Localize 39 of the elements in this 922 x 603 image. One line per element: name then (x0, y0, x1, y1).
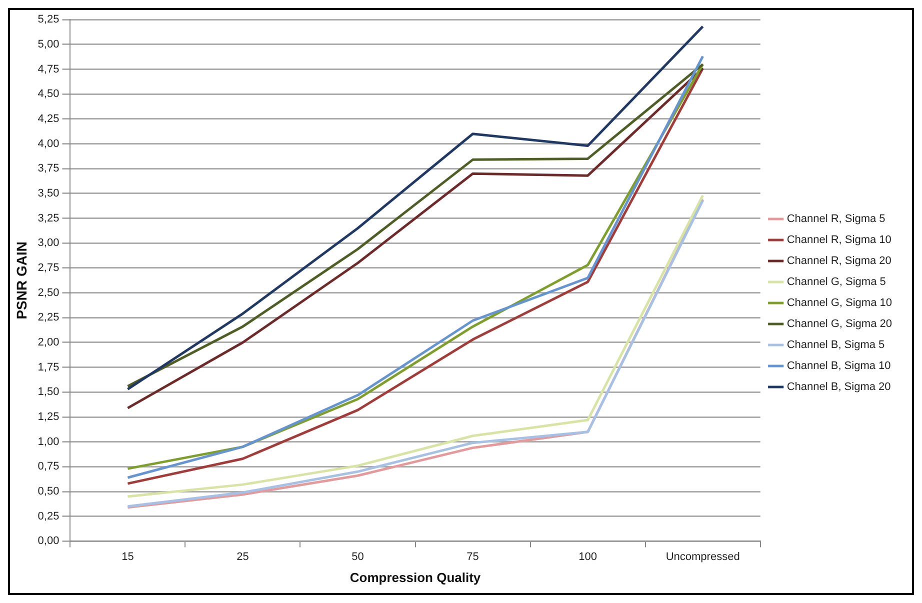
y-axis-title: PSNR GAIN (13, 242, 30, 320)
y-tick-label: 3,50 (38, 188, 60, 200)
y-tick-label: 2,00 (38, 336, 60, 349)
y-tick-label: 4,25 (38, 112, 60, 125)
legend-label: Channel R, Sigma 5 (786, 213, 886, 226)
legend-label: Channel R, Sigma 20 (786, 255, 892, 268)
y-tick-label: 0,00 (38, 535, 60, 548)
y-tick-label: 0,25 (38, 510, 60, 522)
x-tick-label: 25 (236, 550, 249, 563)
y-tick-label: 5,25 (38, 14, 60, 26)
x-tick-label: 50 (352, 550, 364, 563)
y-tick-label: 1,00 (38, 436, 60, 448)
legend-label: Channel G, Sigma 5 (786, 276, 886, 288)
x-tick-label: 15 (122, 550, 134, 563)
y-tick-label: 2,25 (38, 312, 60, 324)
y-tick-label: 4,50 (38, 88, 60, 100)
y-tick-label: 1,75 (38, 361, 60, 374)
y-tick-label: 1,50 (38, 386, 60, 398)
x-axis-title: Compression Quality (350, 570, 482, 585)
y-tick-label: 1,25 (38, 411, 60, 424)
legend-label: Channel B, Sigma 10 (786, 360, 891, 372)
legend-label: Channel B, Sigma 20 (786, 381, 891, 394)
legend-label: Channel G, Sigma 10 (786, 297, 892, 310)
y-tick-label: 3,75 (38, 162, 60, 175)
x-tick-label: Uncompressed (666, 550, 740, 563)
x-tick-label: 75 (466, 550, 479, 563)
legend-label: Channel R, Sigma 10 (786, 234, 892, 246)
y-tick-label: 0,50 (38, 486, 60, 498)
y-tick-label: 3,25 (38, 212, 60, 224)
x-tick-label: 100 (578, 550, 597, 563)
y-tick-label: 3,00 (38, 237, 60, 250)
y-tick-label: 4,00 (38, 138, 60, 150)
y-tick-label: 2,50 (38, 286, 60, 299)
legend-label: Channel G, Sigma 20 (786, 318, 892, 330)
legend-label: Channel B, Sigma 5 (786, 339, 885, 352)
y-tick-label: 0,75 (38, 460, 60, 473)
y-tick-label: 4,75 (38, 63, 60, 76)
y-tick-label: 2,75 (38, 262, 60, 274)
y-tick-label: 5,00 (38, 38, 60, 50)
